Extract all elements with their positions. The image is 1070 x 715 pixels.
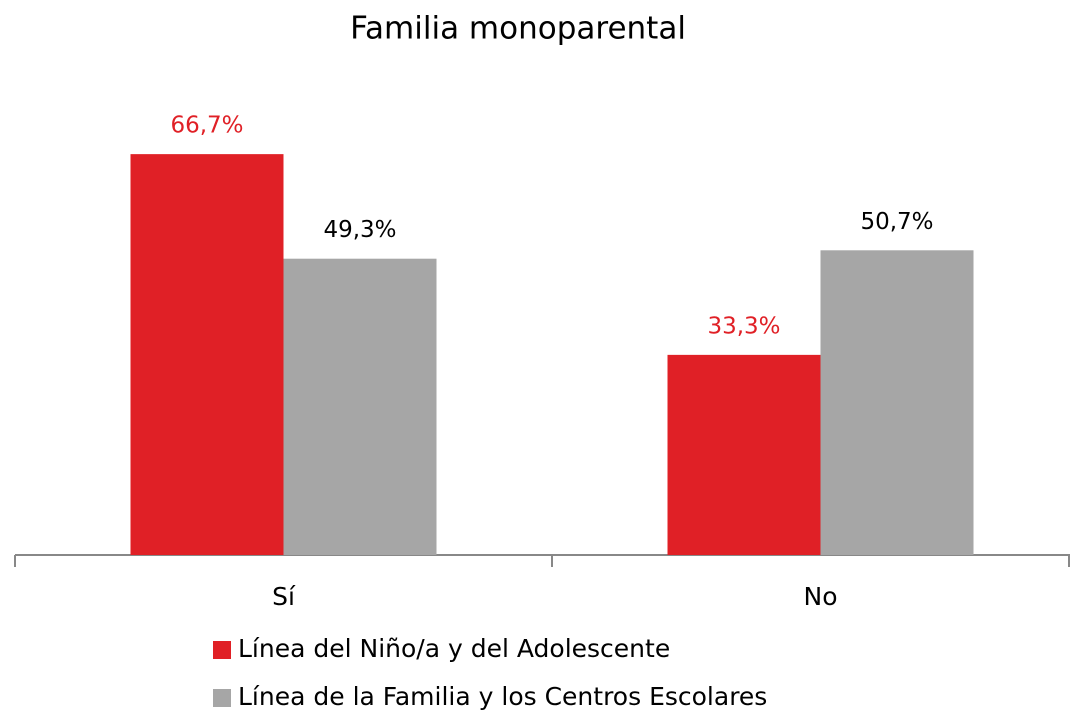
bar — [820, 250, 974, 555]
legend-label: Línea de la Familia y los Centros Escola… — [238, 682, 767, 711]
value-label: 33,3% — [707, 313, 780, 339]
bar — [130, 154, 284, 555]
chart-title: Familia monoparental — [350, 11, 686, 47]
legend-label: Línea del Niño/a y del Adolescente — [238, 634, 670, 663]
x-tick-label: Sí — [272, 582, 296, 611]
value-label: 49,3% — [323, 217, 396, 243]
x-tick-label: No — [804, 582, 838, 611]
value-label: 66,7% — [170, 113, 243, 139]
bar — [667, 354, 821, 555]
bar — [283, 258, 437, 555]
value-label: 50,7% — [860, 209, 933, 235]
legend-swatch — [213, 689, 231, 707]
legend-swatch — [213, 641, 231, 659]
